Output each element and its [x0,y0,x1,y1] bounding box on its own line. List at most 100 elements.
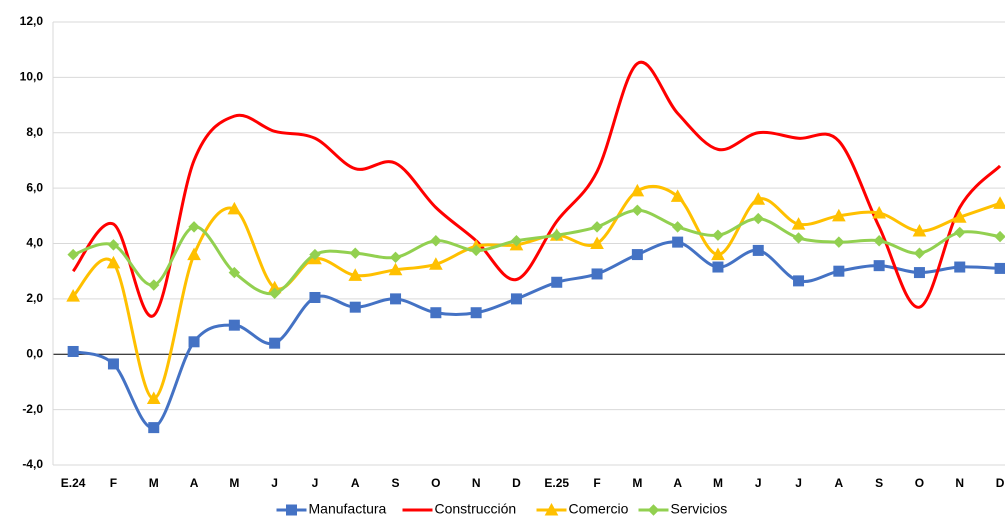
legend-marker [544,502,559,516]
point [833,236,845,248]
point [309,248,321,261]
x-tick-label: S [875,476,883,490]
x-tick-label: A [673,476,682,490]
point [954,226,966,239]
x-tick-label: N [955,476,964,490]
point [712,229,724,241]
x-tick-label: F [593,476,600,490]
x-tick-label: M [229,476,239,490]
y-tick-label: -4,0 [22,457,43,471]
point [752,244,764,256]
point [792,232,805,244]
point [591,221,603,233]
y-tick-label: 12,0 [20,14,44,28]
point [269,337,281,349]
x-tick-label: A [190,476,199,490]
y-tick-label: 4,0 [26,236,43,250]
point [67,248,79,261]
point [510,293,522,305]
point [591,268,603,280]
point [791,217,806,230]
point [470,244,482,257]
point [268,287,281,300]
point [510,235,523,247]
point [148,279,160,291]
legend-label: Servicios [671,501,728,517]
y-tick-label: -2,0 [22,402,43,416]
point [551,276,563,288]
point [670,189,685,202]
point [993,196,1005,209]
point [671,221,684,233]
point [994,230,1005,243]
y-tick-label: 2,0 [26,291,43,305]
point [430,235,442,247]
y-tick-label: 6,0 [26,180,43,194]
point [388,262,403,276]
x-tick-label: F [110,476,117,490]
point [630,183,645,197]
point [832,208,846,222]
x-tick-label: D [512,476,521,490]
x-tick-label: M [713,476,723,490]
y-tick-label: 8,0 [26,125,43,139]
point [672,236,684,248]
point [228,319,240,331]
point [954,261,966,273]
point [188,336,200,348]
x-tick-label: D [996,476,1005,490]
x-tick-label: J [795,476,802,490]
point [67,345,79,357]
x-tick-label: S [392,476,400,490]
point [228,266,241,279]
legend-marker [286,504,297,516]
point [470,307,482,319]
x-tick-label: A [835,476,844,490]
legend-label: Manufactura [309,501,387,517]
x-tick-label: J [312,476,319,490]
x-tick-label: M [632,476,642,490]
point [793,275,805,287]
point [309,291,321,303]
point [148,422,160,434]
x-tick-label: E.25 [544,476,569,490]
x-tick-label: A [351,476,360,490]
point [872,205,886,219]
legend-label: Comercio [569,501,629,517]
legend-label: Construcción [435,501,517,517]
x-tick-label: N [472,476,481,490]
point [833,265,845,277]
point [711,247,725,261]
point [631,249,643,261]
point [994,262,1005,274]
point [751,192,766,205]
point [952,210,967,223]
x-tick-label: M [149,476,159,490]
point [913,267,925,279]
point [912,223,927,237]
point [390,293,402,305]
point [188,221,200,233]
point [146,391,161,405]
y-tick-label: 10,0 [20,70,44,84]
point [348,268,363,281]
point [349,301,361,313]
point [107,239,120,251]
point [712,261,724,273]
point [106,255,121,269]
point [107,358,119,370]
y-tick-label: 0,0 [26,346,43,360]
point [389,251,402,264]
point [66,289,80,302]
point [187,247,201,261]
point [873,235,885,247]
point [349,247,361,259]
point [551,229,563,241]
x-tick-label: E.24 [61,476,86,490]
legend-marker [647,504,660,516]
x-tick-label: O [915,476,924,490]
point [590,236,604,249]
series-line [72,240,1001,430]
x-tick-label: J [755,476,762,490]
